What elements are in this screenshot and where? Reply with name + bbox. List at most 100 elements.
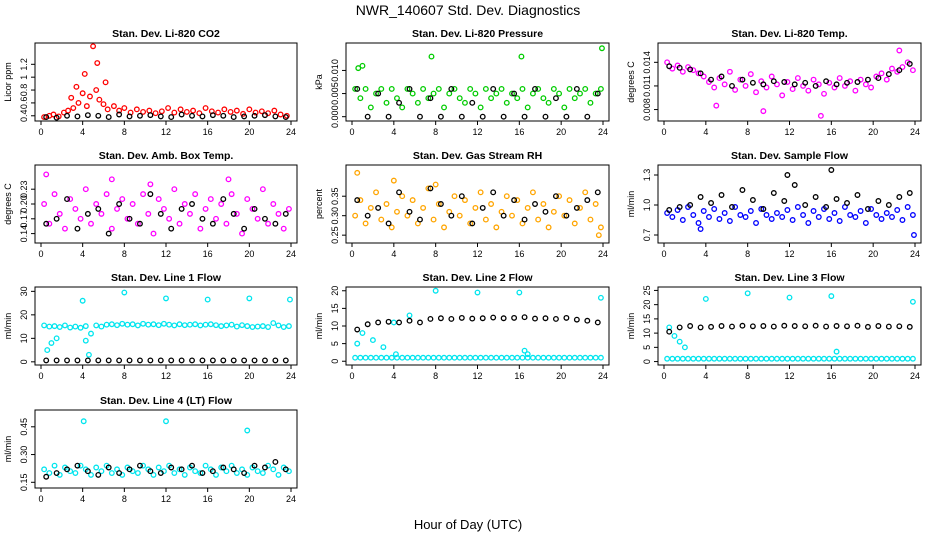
data-point	[451, 85, 458, 92]
data-point	[204, 296, 211, 303]
data-point	[409, 354, 416, 361]
data-point	[84, 468, 91, 475]
y-axis-label: ml/min	[626, 191, 636, 218]
data-point	[690, 67, 697, 74]
data-point	[726, 355, 733, 362]
data-point	[223, 220, 230, 227]
data-point	[406, 317, 413, 324]
data-point	[145, 321, 152, 328]
data-point	[425, 95, 432, 102]
data-point	[739, 187, 746, 193]
x-tick-label: 12	[161, 127, 171, 137]
data-point	[690, 355, 697, 362]
data-point	[563, 113, 570, 120]
data-point	[70, 105, 77, 112]
data-point	[666, 63, 673, 70]
data-point	[102, 79, 109, 86]
data-point	[823, 204, 830, 210]
data-point	[462, 354, 468, 361]
y-tick-label: 0.005	[330, 82, 340, 105]
data-point	[98, 210, 105, 217]
data-point	[275, 210, 282, 217]
data-point	[448, 316, 455, 322]
data-point	[594, 90, 601, 97]
data-point	[171, 470, 178, 476]
plot-frame	[345, 164, 610, 244]
data-point	[254, 468, 261, 475]
data-point	[904, 204, 911, 210]
data-point	[594, 189, 601, 196]
data-point	[687, 202, 694, 208]
data-point	[669, 214, 676, 220]
data-point	[831, 355, 838, 362]
data-point	[98, 468, 105, 475]
data-point	[178, 466, 185, 473]
x-tick-label: 12	[161, 494, 171, 504]
x-tick-label: 8	[122, 494, 127, 504]
chart-panel-2: Stan. Dev. Li-820 Pressure 0 4 8 12 16 20 24 0.0…	[314, 28, 610, 137]
data-point	[784, 355, 791, 362]
data-point	[354, 340, 361, 347]
data-point	[420, 204, 427, 211]
data-point	[241, 357, 248, 364]
x-tick-label: 8	[433, 127, 438, 137]
data-point	[493, 224, 500, 231]
data-point	[509, 90, 515, 97]
data-point	[223, 468, 230, 475]
plot-frame	[345, 42, 610, 122]
x-tick-label: 16	[203, 127, 213, 137]
data-point	[584, 317, 591, 324]
x-tick-label: 8	[122, 127, 127, 137]
data-point	[67, 196, 74, 203]
data-point	[239, 322, 245, 329]
chart-panel-5: Stan. Dev. Gas Stream RH0 4 8 12 16 20 240.250…	[314, 150, 610, 259]
data-point	[676, 338, 683, 345]
y-tick-label: 25	[642, 285, 652, 295]
data-point	[183, 108, 190, 115]
data-point	[53, 215, 60, 222]
data-point	[862, 355, 869, 362]
x-tick-label: 24	[286, 494, 296, 504]
x-tick-label: 20	[868, 249, 878, 259]
data-point	[168, 357, 175, 364]
data-point	[396, 189, 403, 196]
data-point	[529, 189, 536, 196]
data-point	[189, 201, 195, 207]
data-point	[441, 224, 447, 231]
data-point	[48, 340, 55, 346]
data-point	[396, 99, 403, 106]
data-point	[896, 323, 903, 330]
chart-title: Stan. Dev. Li-820 CO2	[112, 28, 220, 40]
data-point	[768, 216, 775, 222]
x-tick-label: 0	[661, 249, 666, 259]
data-point	[556, 354, 563, 361]
data-point	[503, 354, 510, 361]
data-point	[147, 357, 154, 364]
data-point	[844, 323, 850, 330]
data-point	[53, 114, 60, 121]
data-point	[390, 177, 397, 184]
data-point	[220, 357, 227, 364]
data-point	[64, 112, 70, 119]
data-point	[770, 190, 777, 196]
data-point	[94, 60, 101, 66]
data-point	[352, 354, 359, 361]
data-point	[108, 321, 115, 328]
data-point	[233, 470, 240, 476]
data-point	[909, 298, 916, 305]
data-point	[854, 79, 861, 85]
data-point	[878, 70, 885, 77]
data-point	[817, 112, 824, 119]
data-point	[270, 320, 277, 327]
x-tick-label: 24	[910, 127, 920, 137]
data-point	[189, 357, 195, 364]
data-point	[258, 108, 265, 115]
data-point	[810, 208, 817, 214]
x-tick-label: 24	[910, 371, 920, 381]
data-point	[435, 85, 442, 92]
data-point	[894, 207, 901, 213]
data-point	[362, 220, 369, 227]
x-tick-label: 4	[391, 249, 396, 259]
data-point	[786, 294, 793, 301]
data-point	[518, 53, 525, 60]
